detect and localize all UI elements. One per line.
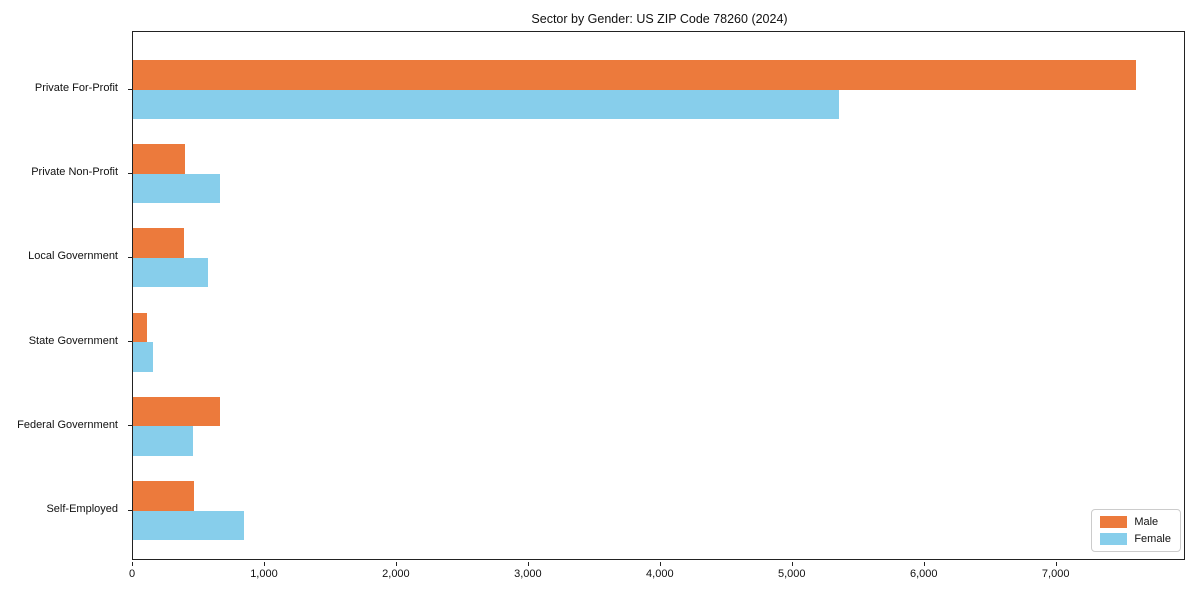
y-label-local-government: Local Government	[28, 250, 118, 263]
bar-male-federal-government	[133, 396, 221, 427]
x-tick-label: 7,000	[1041, 568, 1070, 580]
bar-male-state-government	[133, 312, 147, 343]
x-tick-label: 2,000	[382, 568, 410, 580]
y-tick-mark	[128, 256, 132, 258]
x-axis: 0 1,000 2,000 3,000 4,000 5,000 6,000 7,000	[129, 562, 1185, 592]
y-axis-labels: Private For-Profit Private Non-Profit Loca…	[0, 31, 125, 560]
x-tick-label: 5,000	[778, 568, 806, 580]
x-tick-mark	[923, 562, 925, 566]
x-tick-mark	[132, 562, 133, 566]
y-tick-mark	[128, 341, 132, 343]
y-tick-mark	[128, 88, 132, 90]
x-tick-mark	[659, 562, 661, 566]
y-label-state-government: State Government	[28, 334, 118, 347]
x-tick-mark	[1055, 562, 1057, 566]
x-tick-label: 1,000	[250, 568, 278, 580]
chart-title: Sector by Gender: US ZIP Code 78260 (202…	[531, 12, 788, 26]
y-axis-ticks	[128, 31, 132, 560]
x-tick-mark	[527, 562, 529, 566]
x-tick-mark	[263, 562, 265, 566]
x-tick-label: 4,000	[646, 568, 674, 580]
y-tick-mark	[128, 509, 132, 511]
legend-item-female: Female	[1100, 533, 1171, 545]
bar-female-state-government	[133, 342, 153, 372]
female-swatch-icon	[1100, 533, 1128, 545]
bar-female-private-for-profit	[133, 89, 839, 119]
legend: Male Female	[1091, 509, 1181, 552]
bar-female-federal-government	[133, 426, 194, 456]
y-tick-mark	[128, 425, 132, 427]
legend-label-male: Male	[1134, 516, 1159, 528]
bar-male-self-employed	[133, 481, 195, 511]
plot-area: Male Female	[132, 31, 1185, 560]
legend-label-female: Female	[1134, 533, 1171, 545]
y-label-private-non-profit: Private Non-Profit	[31, 166, 118, 179]
y-label-private-for-profit: Private For-Profit	[34, 82, 118, 94]
bar-male-private-non-profit	[133, 144, 186, 174]
bar-male-private-for-profit	[133, 60, 1136, 90]
bar-female-self-employed	[133, 510, 244, 540]
y-label-self-employed: Self-Employed	[46, 503, 118, 515]
x-tick-label: 6,000	[909, 568, 938, 580]
x-tick-mark	[395, 562, 397, 566]
x-tick-label: 0	[128, 568, 136, 580]
y-label-federal-government: Federal Government	[17, 418, 118, 431]
y-tick-mark	[128, 172, 132, 174]
x-tick-label: 3,000	[514, 568, 542, 580]
bar-female-private-non-profit	[133, 173, 221, 204]
bar-male-local-government	[133, 228, 185, 258]
x-tick-mark	[791, 562, 793, 566]
bar-female-local-government	[133, 257, 209, 288]
legend-item-male: Male	[1100, 516, 1171, 528]
male-swatch-icon	[1100, 516, 1128, 528]
